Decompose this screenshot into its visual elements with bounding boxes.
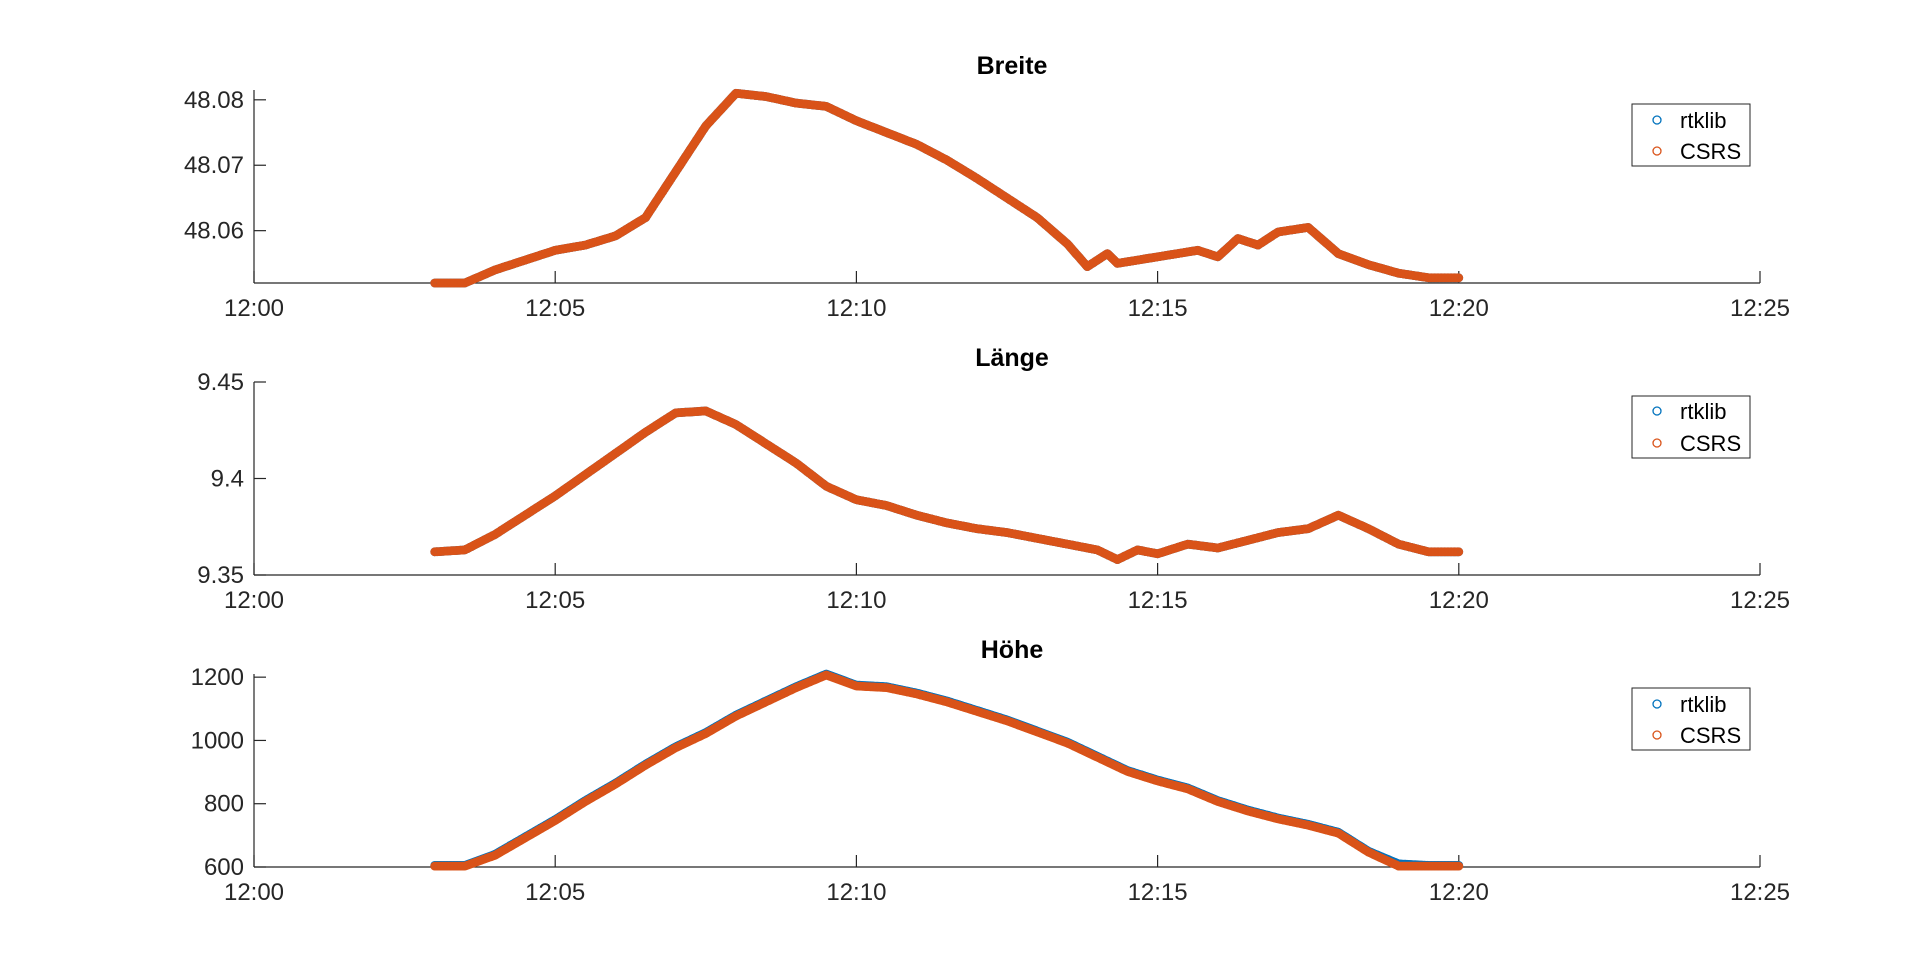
panel-breite: Breite 12:00 12:05 12:10 12:15 12:20 12:25 48.… [184,52,1790,322]
y-tick-label: 48.06 [184,218,244,245]
data-point [1454,547,1464,557]
legend: rtklib CSRS [1631,395,1751,459]
legend-box [1631,395,1751,459]
y-tick-label: 9.45 [197,369,244,396]
x-tick-label: 12:00 [224,879,284,906]
data-point [1454,861,1464,871]
x-tick-label: 12:10 [826,587,886,614]
x-tick-label: 12:15 [1128,295,1188,322]
x-tick-label: 12:05 [525,587,585,614]
x-tick-label: 12:20 [1429,295,1489,322]
legend-box [1631,103,1751,167]
legend-label-csrs: CSRS [1680,723,1741,748]
x-tick-label: 12:25 [1730,587,1790,614]
legend-marker-rtklib [1652,115,1662,125]
series-csrs [430,406,1464,564]
panel-title: Höhe [981,636,1044,664]
axes: 12:00 12:05 12:10 12:15 12:20 12:25 48.06 48.07… [184,87,1790,322]
legend-marker-rtklib [1652,699,1662,709]
y-tick-label: 9.4 [211,466,244,493]
legend-marker-csrs [1652,438,1662,448]
legend-label-csrs: CSRS [1680,139,1741,164]
series-rtklib [430,88,1464,288]
series-csrs [430,88,1464,288]
plot-area [430,669,1464,871]
legend: rtklib CSRS [1631,687,1751,751]
axes: 12:00 12:05 12:10 12:15 12:20 12:25 600 800 1000… [191,664,1790,906]
y-tick-label: 600 [204,854,244,881]
legend-marker-rtklib [1652,406,1662,416]
data-point [1454,273,1464,283]
x-tick-label: 12:20 [1429,587,1489,614]
x-tick-label: 12:15 [1128,879,1188,906]
x-tick-label: 12:05 [525,879,585,906]
y-tick-label: 800 [204,791,244,818]
x-tick-label: 12:10 [826,295,886,322]
x-tick-label: 12:15 [1128,587,1188,614]
x-tick-label: 12:05 [525,295,585,322]
panel-title: Breite [977,52,1048,80]
legend: rtklib CSRS [1631,103,1751,167]
y-tick-label: 1200 [191,664,244,691]
y-tick-label: 48.08 [184,87,244,114]
plot-area [430,88,1464,288]
x-tick-label: 12:00 [224,587,284,614]
legend-box [1631,687,1751,751]
plot-area [430,406,1464,564]
y-tick-label: 48.07 [184,152,244,179]
y-tick-label: 1000 [191,727,244,754]
legend-marker-csrs [1652,730,1662,740]
x-tick-label: 12:20 [1429,879,1489,906]
series-csrs [430,670,1464,871]
legend-label-rtklib: rtklib [1680,399,1726,424]
series-rtklib [430,406,1464,564]
x-tick-label: 12:00 [224,295,284,322]
legend-label-rtklib: rtklib [1680,108,1726,133]
axes: 12:00 12:05 12:10 12:15 12:20 12:25 9.35 9.4 9.4… [197,369,1790,614]
panel-title: Länge [975,344,1049,372]
y-tick-label: 9.35 [197,562,244,589]
panel-hoehe: Höhe 12:00 12:05 12:10 12:15 12:20 12:25 600 80… [191,636,1790,906]
x-tick-label: 12:10 [826,879,886,906]
panel-laenge: Länge 12:00 12:05 12:10 12:15 12:20 12:25 9.35… [197,344,1790,614]
legend-label-rtklib: rtklib [1680,692,1726,717]
x-tick-label: 12:25 [1730,879,1790,906]
legend-label-csrs: CSRS [1680,431,1741,456]
legend-marker-csrs [1652,146,1662,156]
x-tick-label: 12:25 [1730,295,1790,322]
